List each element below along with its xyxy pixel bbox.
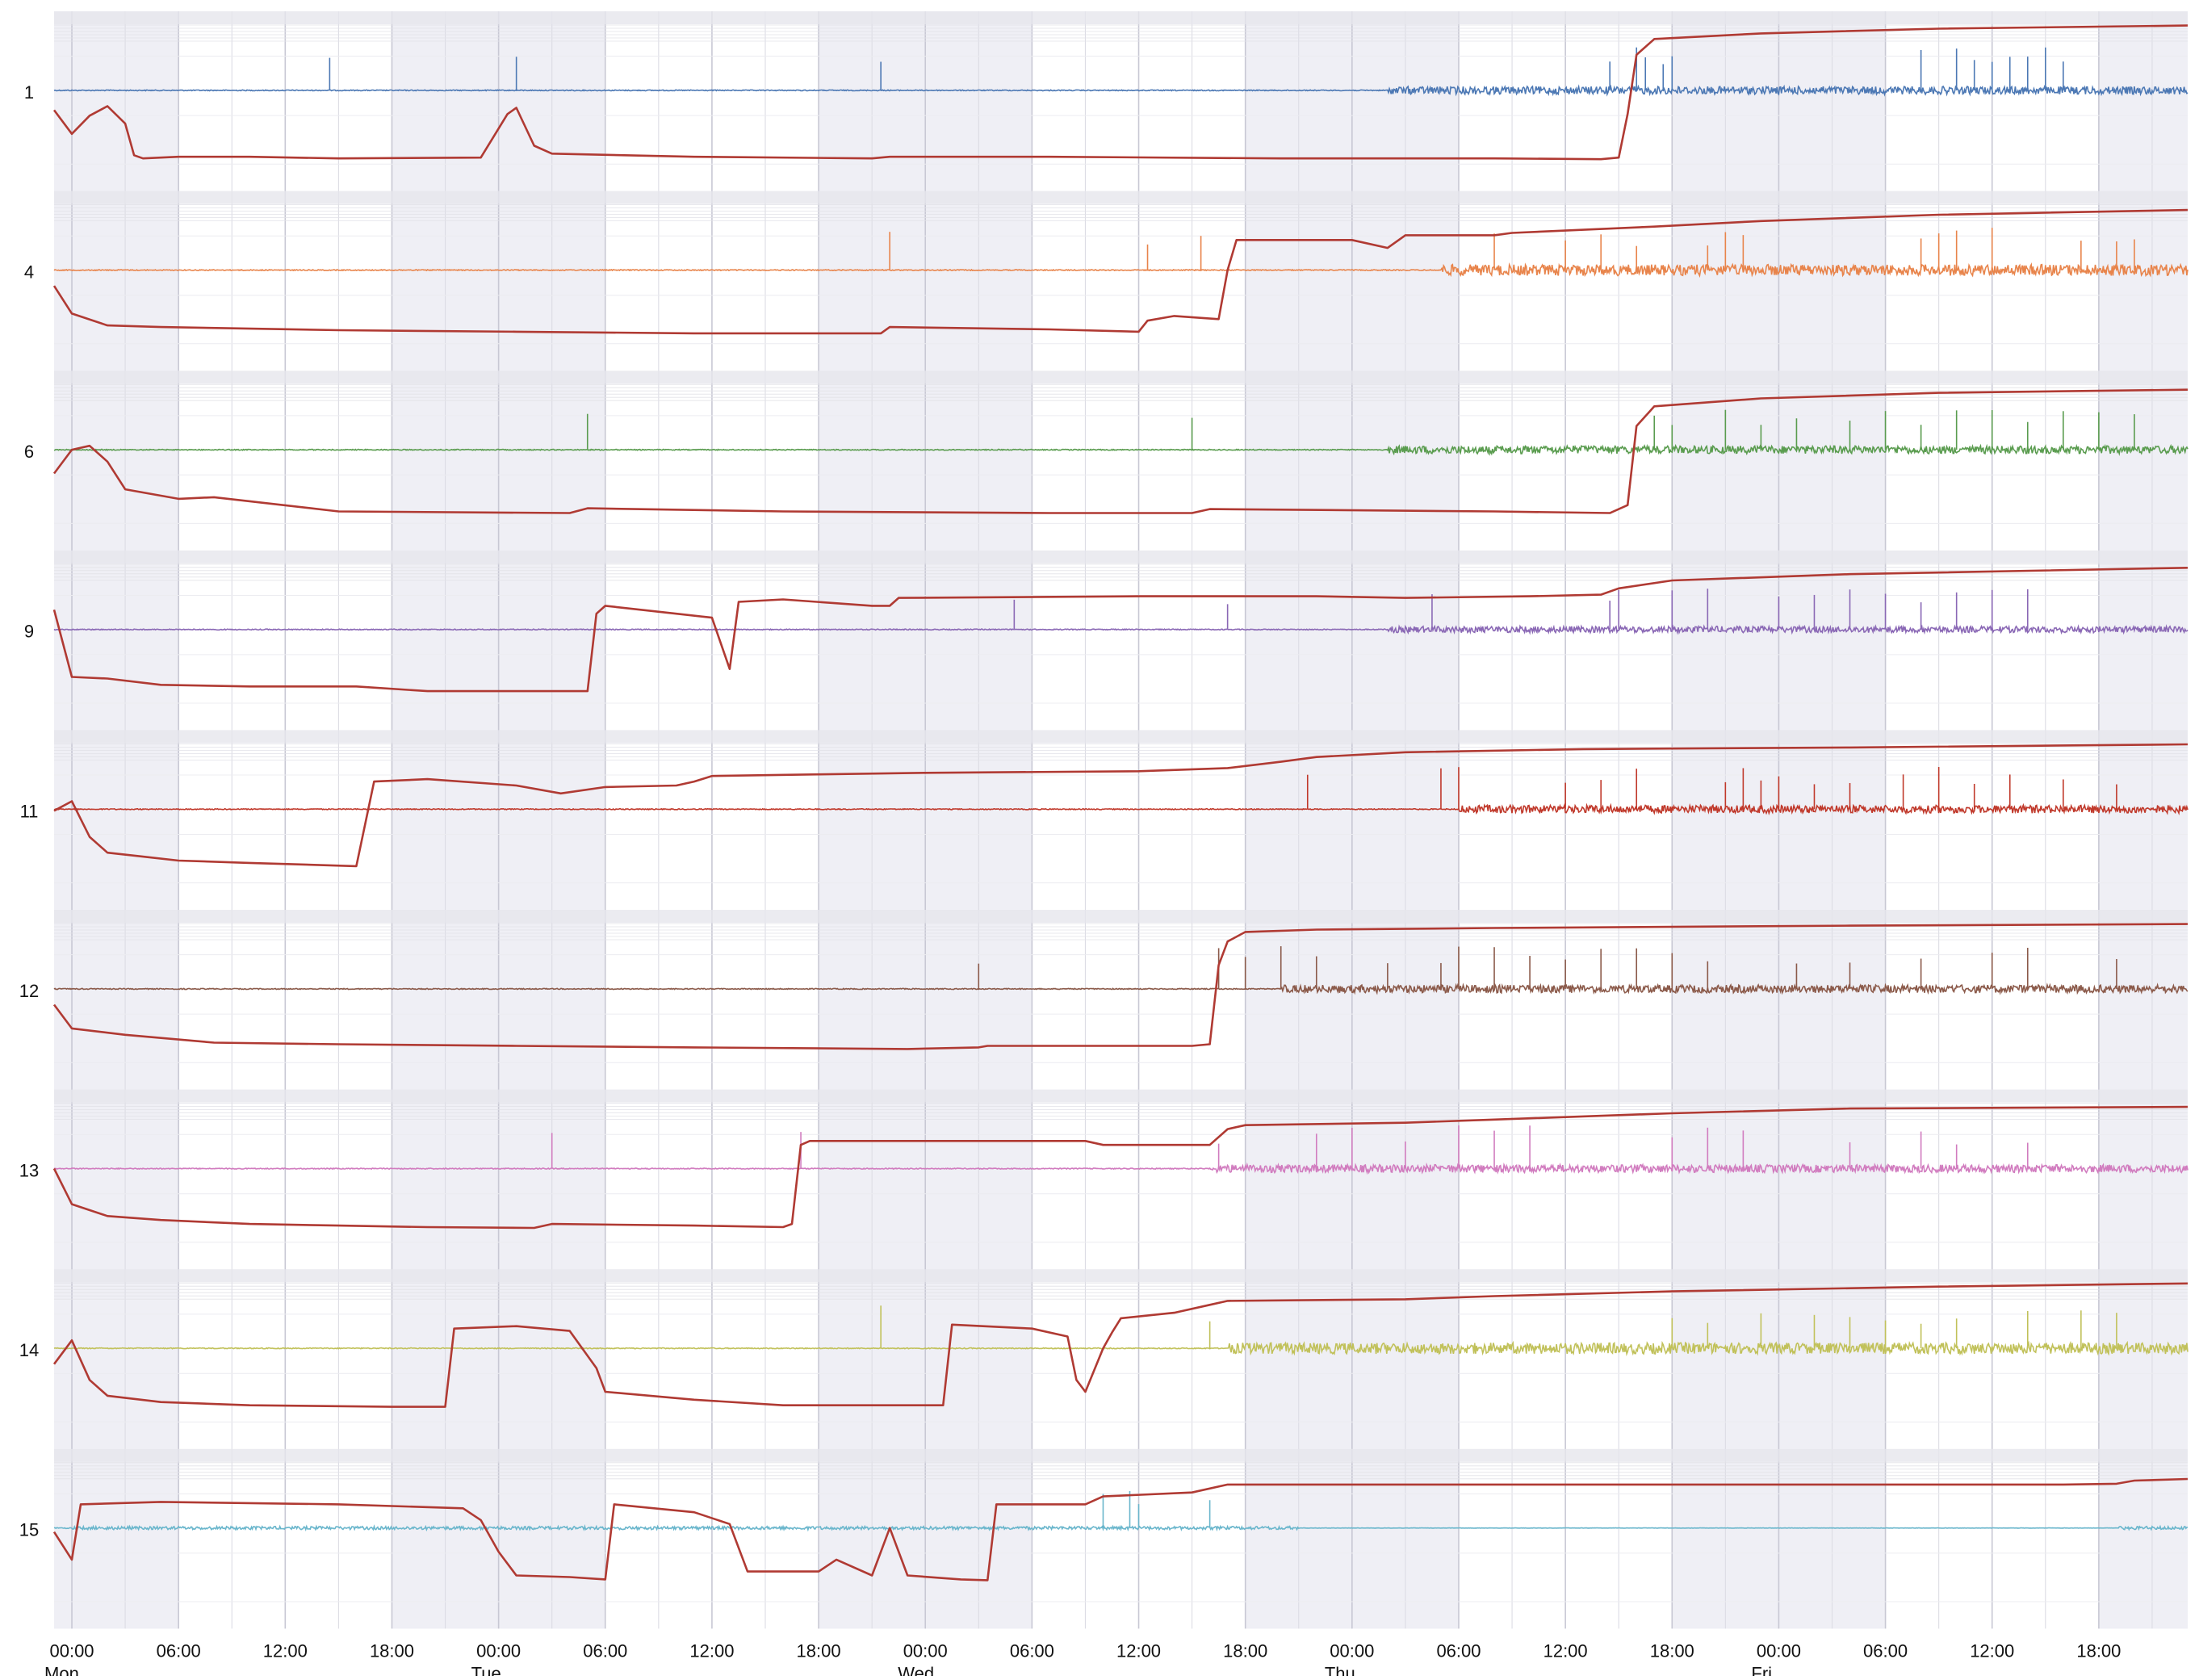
series-14-signal	[54, 1340, 2189, 1356]
panel-label-6: 6	[24, 442, 34, 462]
x-tick-label-15: 18:00	[1650, 1640, 1694, 1661]
x-tick-label-17: 06:00	[1863, 1640, 1908, 1661]
series-9-signal	[53, 624, 2189, 635]
panel-top-band	[54, 730, 2188, 744]
panel-top-band	[54, 1269, 2188, 1283]
series-1-cumulative	[52, 24, 2189, 161]
x-tick-label-6: 12:00	[689, 1640, 734, 1661]
vertical-gridlines	[71, 11, 2153, 1629]
panel-label-14: 14	[19, 1340, 39, 1360]
panel-label-12: 12	[19, 981, 39, 1001]
panel-1: 1	[24, 11, 2189, 165]
night-shade-0	[54, 11, 179, 1629]
x-tick-label-0: 00:00	[49, 1640, 94, 1661]
x-tick-label-4: 00:00	[476, 1640, 521, 1661]
x-tick-label-12: 00:00	[1330, 1640, 1374, 1661]
series-13-cumulative	[52, 1105, 2189, 1230]
x-tick-label-5: 06:00	[583, 1640, 627, 1661]
day-label-Mon: Mon	[44, 1663, 79, 1676]
x-tick-label-19: 18:00	[2076, 1640, 2121, 1661]
panel-top-band	[54, 371, 2188, 384]
x-tick-label-2: 12:00	[263, 1640, 308, 1661]
panel-label-15: 15	[19, 1520, 39, 1540]
day-label-Tue: Tue	[471, 1663, 501, 1676]
day-label-Fri: Fri	[1751, 1663, 1772, 1676]
series-1-signal	[53, 84, 2189, 97]
panel-top-band	[54, 1089, 2188, 1103]
x-tick-label-11: 18:00	[1223, 1640, 1267, 1661]
x-tick-label-1: 06:00	[157, 1640, 201, 1661]
panel-13: 13	[19, 1089, 2189, 1243]
series-15-cumulative	[52, 1477, 2189, 1582]
series-12-signal	[53, 982, 2189, 995]
panel-label-1: 1	[24, 82, 34, 103]
series-11-signal	[53, 802, 2189, 816]
panel-label-13: 13	[19, 1161, 39, 1181]
panel-top-band	[54, 11, 2188, 24]
x-tick-label-8: 00:00	[903, 1640, 948, 1661]
background-layer	[54, 11, 2188, 1629]
panel-label-4: 4	[24, 262, 34, 283]
x-tick-label-16: 00:00	[1757, 1640, 1801, 1661]
panel-4: 4	[24, 191, 2189, 345]
x-axis: 00:00 06:00 12:00 18:00 00:00 06:00 12:00 18:00…	[44, 1640, 2121, 1680]
x-tick-label-9: 06:00	[1010, 1640, 1054, 1661]
series-4-signal	[53, 262, 2189, 279]
series-6-cumulative	[52, 388, 2189, 514]
series-13-signal	[53, 1162, 2189, 1175]
day-label-Thu: Thu	[1325, 1663, 1355, 1676]
x-tick-label-3: 18:00	[370, 1640, 414, 1661]
x-tick-label-14: 12:00	[1543, 1640, 1588, 1661]
panel-top-band	[54, 550, 2188, 563]
panel-15: 15	[19, 1448, 2189, 1602]
series-6-signal	[53, 443, 2189, 456]
day-label-Wed: Wed	[898, 1663, 934, 1676]
panel-top-band	[54, 910, 2188, 923]
panel-top-band	[54, 191, 2188, 204]
x-tick-label-10: 12:00	[1116, 1640, 1161, 1661]
x-tick-label-7: 18:00	[797, 1640, 841, 1661]
series-12-cumulative	[52, 923, 2189, 1050]
series-9-cumulative	[52, 567, 2189, 693]
series-4-cumulative	[52, 208, 2189, 335]
panel-6: 6	[24, 371, 2189, 524]
panel-12: 12	[19, 910, 2189, 1063]
night-shade-5	[2098, 11, 2188, 1629]
x-tick-label-18: 12:00	[1970, 1640, 2014, 1661]
panel-14: 14	[19, 1269, 2189, 1422]
series-15-signal	[54, 1523, 2189, 1532]
x-tick-label-13: 06:00	[1436, 1640, 1481, 1661]
panel-label-9: 9	[24, 622, 34, 642]
panel-9: 9	[24, 550, 2189, 704]
series-11-cumulative	[53, 743, 2189, 868]
panel-label-11: 11	[20, 801, 39, 821]
panel-top-band	[54, 1448, 2188, 1462]
panel-11: 11	[20, 730, 2189, 884]
series-14-cumulative	[52, 1282, 2189, 1408]
